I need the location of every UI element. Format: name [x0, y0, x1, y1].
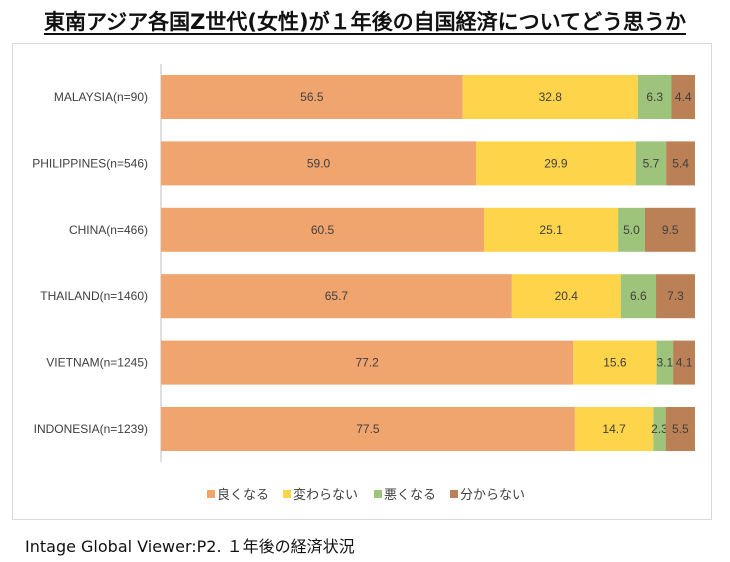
data-label: 77.5	[356, 422, 380, 436]
legend-item: 変わらない	[283, 487, 358, 503]
data-label: 2.3	[651, 422, 668, 436]
category-label: MALAYSIA(n=90)	[54, 90, 148, 104]
legend-label: 良くなる	[217, 487, 269, 503]
bar-segment	[656, 274, 695, 319]
legend-item: 分からない	[450, 488, 525, 503]
bar-segment	[620, 274, 657, 319]
bar-segment	[484, 207, 619, 252]
data-label: 5.5	[672, 422, 689, 436]
bar-segment	[161, 274, 512, 319]
data-label: 77.2	[355, 356, 379, 370]
category-label: THAILAND(n=1460)	[40, 289, 148, 303]
legend-swatch	[283, 490, 291, 498]
legend-swatch	[207, 490, 215, 498]
chart-title: 東南アジア各国Z世代(女性)が１年後の自国経済についてどう思うか	[0, 6, 730, 36]
data-label: 20.4	[555, 289, 579, 303]
data-label: 60.5	[311, 223, 335, 237]
bar-segment	[161, 407, 575, 451]
data-label: 14.7	[602, 422, 626, 436]
data-label: 4.1	[676, 356, 693, 370]
bar-segment	[161, 75, 463, 119]
bar-segment	[653, 407, 666, 451]
data-label: 5.4	[672, 156, 689, 170]
legend-item: 悪くなる	[374, 488, 436, 503]
data-label: 6.3	[646, 90, 663, 104]
bar-segment	[656, 340, 674, 385]
data-label: 65.7	[325, 289, 349, 303]
bar-segment	[673, 340, 695, 385]
bar-segment	[644, 207, 696, 252]
data-label: 25.1	[539, 223, 563, 237]
chart-frame	[12, 43, 712, 520]
data-label: 5.0	[623, 223, 640, 237]
legend-label: 悪くなる	[384, 488, 436, 503]
bar-segment	[161, 207, 485, 252]
data-label: 4.4	[675, 90, 692, 104]
bar-segment	[462, 75, 638, 119]
category-label: CHINA(n=466)	[69, 223, 148, 237]
bar-segment	[665, 407, 695, 451]
legend-label: 分からない	[460, 488, 525, 503]
bar-segment	[573, 340, 657, 385]
bar-segment	[476, 141, 636, 186]
bar-segment	[671, 75, 695, 119]
legend-item: 良くなる	[207, 487, 269, 503]
legend-swatch	[374, 490, 382, 498]
chart-title-text: 東南アジア各国Z世代(女性)が１年後の自国経済についてどう思うか	[44, 10, 686, 34]
source-note: Intage Global Viewer:P2. １年後の経済状況	[25, 537, 355, 556]
data-label: 6.6	[630, 289, 647, 303]
bar-segment	[511, 274, 621, 319]
bar-segment	[618, 207, 645, 252]
bar-segment	[637, 75, 672, 119]
data-label: 56.5	[300, 90, 324, 104]
bar-segment	[161, 141, 477, 186]
category-label: INDONESIA(n=1239)	[34, 422, 148, 436]
data-label: 3.1	[656, 356, 673, 370]
data-label: 32.8	[539, 90, 563, 104]
legend-swatch	[450, 490, 458, 498]
data-label: 9.5	[662, 223, 679, 237]
bar-segment	[635, 141, 667, 186]
data-label: 5.7	[643, 156, 660, 170]
category-label: PHILIPPINES(n=546)	[32, 156, 148, 170]
legend-label: 変わらない	[293, 487, 358, 503]
data-label: 29.9	[544, 156, 568, 170]
data-label: 7.3	[667, 289, 684, 303]
category-label: VIETNAM(n=1245)	[46, 356, 148, 370]
bar-segment	[161, 340, 574, 385]
data-label: 15.6	[603, 356, 627, 370]
bar-segment	[666, 141, 695, 186]
data-label: 59.0	[307, 156, 331, 170]
bar-segment	[574, 407, 654, 451]
